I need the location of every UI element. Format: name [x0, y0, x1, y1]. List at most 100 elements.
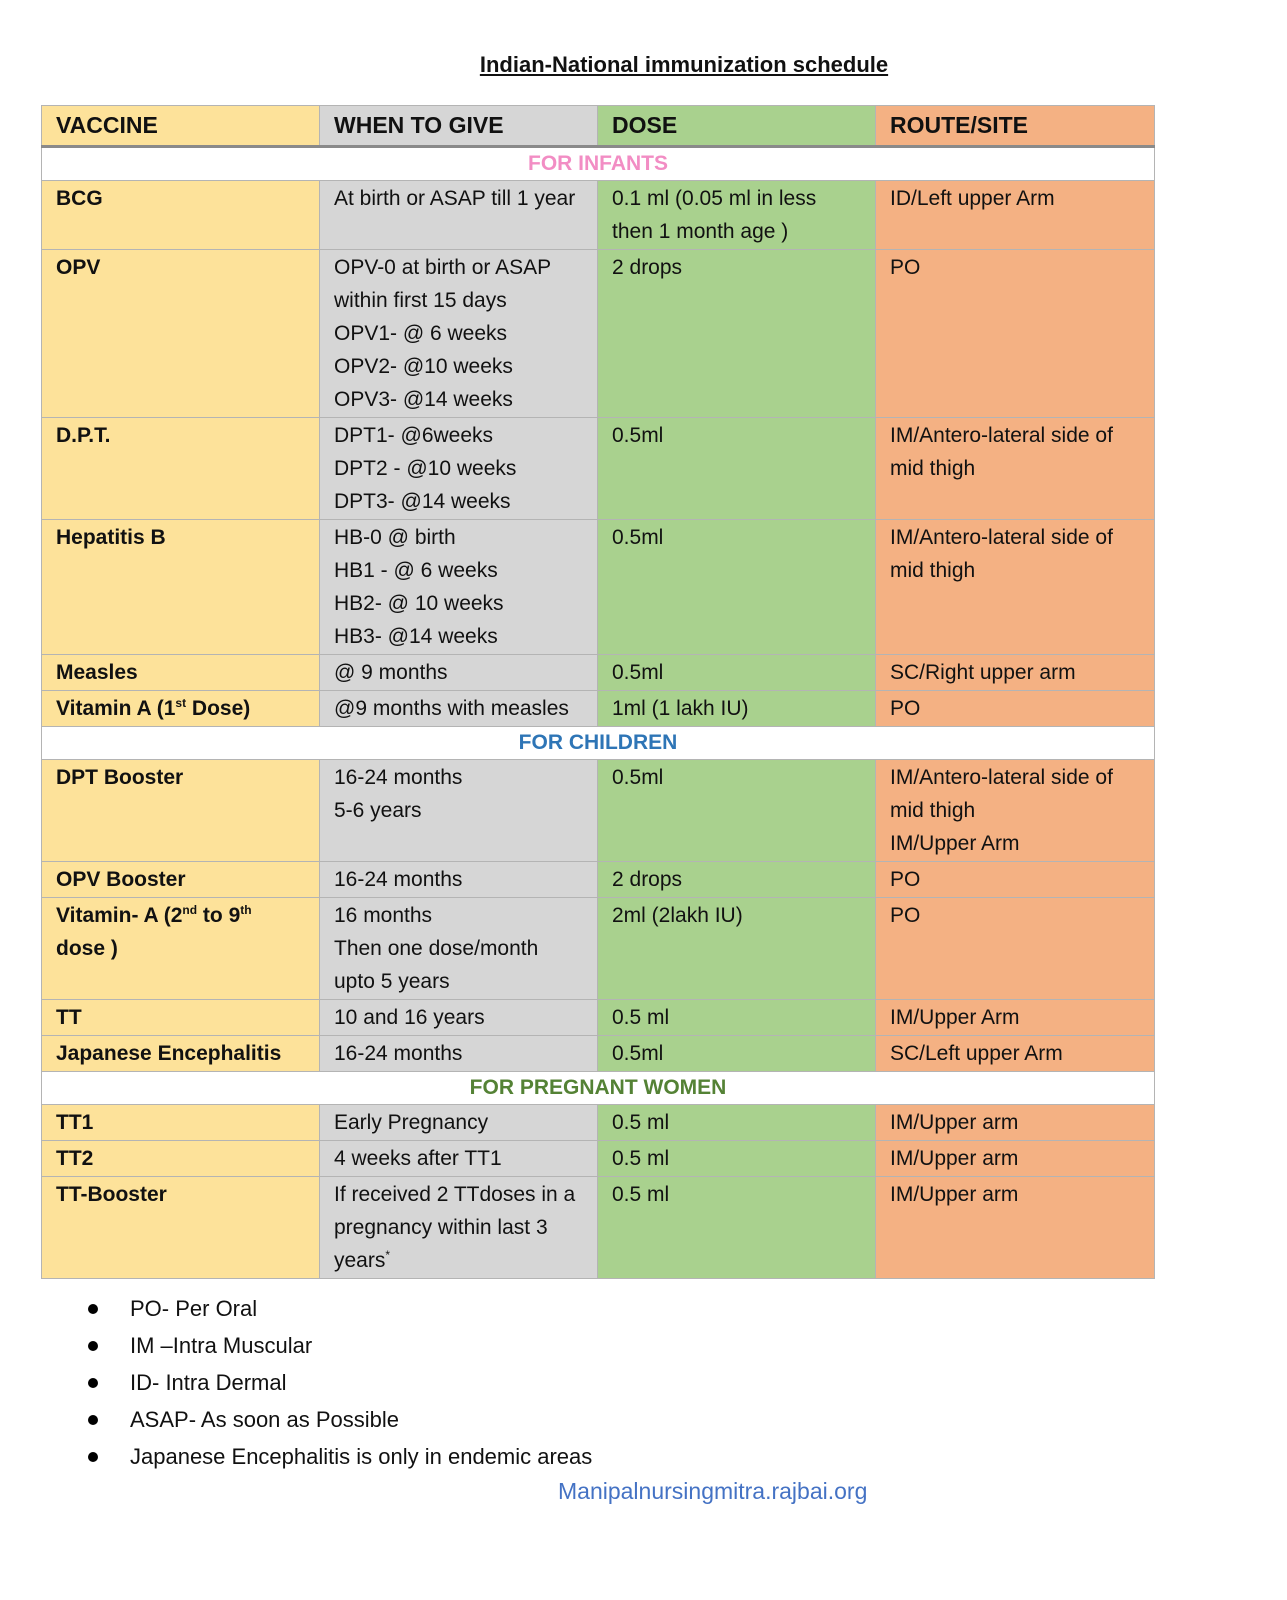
cell-line: IM/Antero-lateral side of mid thigh	[890, 424, 1113, 480]
cell-line: 16-24 months	[334, 766, 463, 789]
cell-route: IM/Upper arm	[875, 1104, 1155, 1141]
text-segment: to 9	[197, 904, 241, 927]
cell-line: 0.5ml	[612, 424, 664, 447]
table-row: BCG At birth or ASAP till 1 year 0.1 ml (0…	[41, 180, 1155, 250]
cell-line: Hepatitis B	[56, 526, 166, 549]
cell-line: PO	[890, 697, 921, 720]
cell-line: HB-0 @ birth	[334, 526, 456, 549]
table-row: D.P.T. DPT1- @6weeks DPT2 - @10 weeks DPT3-…	[41, 417, 1155, 520]
cell-route: PO	[875, 861, 1155, 898]
cell-dose: 0.5 ml	[597, 1176, 876, 1279]
cell-route: IM/Upper arm	[875, 1176, 1155, 1279]
cell-line: 2 drops	[612, 256, 683, 279]
section-label: FOR CHILDREN	[41, 726, 1155, 760]
cell-line: @9 months with measles	[334, 697, 569, 720]
cell-line: IM/Upper arm	[890, 1183, 1019, 1206]
cell-when: DPT1- @6weeks DPT2 - @10 weeks DPT3- @14 w…	[319, 417, 598, 520]
column-header: ROUTE/SITE	[875, 105, 1155, 148]
cell-line: Early Pregnancy	[334, 1111, 489, 1134]
table-row: OPV OPV-0 at birth or ASAP within first 1…	[41, 249, 1155, 418]
cell-line: DPT Booster	[56, 766, 184, 789]
cell-line: TT1	[56, 1111, 94, 1134]
cell-route: SC/Right upper arm	[875, 654, 1155, 691]
note-item: ASAP- As soon as Possible	[88, 1403, 592, 1440]
section-row: FOR INFANTS	[41, 146, 1155, 181]
cell-line: DPT3- @14 weeks	[334, 490, 511, 513]
text-segment: Vitamin A (1	[56, 697, 176, 720]
cell-line: IM/Upper Arm	[890, 1006, 1020, 1029]
cell-line: Measles	[56, 661, 138, 684]
cell-line: ID/Left upper Arm	[890, 187, 1055, 210]
cell-line: 0.5ml	[612, 766, 664, 789]
cell-line: OPV-0 at birth or ASAP within first 15 d…	[334, 256, 551, 312]
superscript: *	[385, 1248, 391, 1262]
cell-route: ID/Left upper Arm	[875, 180, 1155, 250]
table-body: FOR INFANTS BCG At birth or ASAP till 1 ye…	[41, 146, 1155, 1279]
cell-when: 10 and 16 years	[319, 999, 598, 1036]
cell-line: HB3- @14 weeks	[334, 625, 498, 648]
table-row: TT1 Early Pregnancy 0.5 ml IM/Upper arm	[41, 1104, 1155, 1141]
cell-vaccine: TT	[41, 999, 320, 1036]
cell-vaccine: D.P.T.	[41, 417, 320, 520]
cell-route: IM/Antero-lateral side of mid thigh	[875, 417, 1155, 520]
text-segment: Dose)	[186, 697, 251, 720]
cell-line: Vitamin A (1st Dose)	[56, 692, 305, 725]
cell-line: SC/Right upper arm	[890, 661, 1076, 684]
note-item: IM –Intra Muscular	[88, 1329, 592, 1366]
cell-line: PO	[890, 256, 921, 279]
section-row: FOR PREGNANT WOMEN	[41, 1071, 1155, 1105]
cell-dose: 1ml (1 lakh IU)	[597, 690, 876, 727]
cell-line: HB1 - @ 6 weeks	[334, 559, 498, 582]
cell-line: @ 9 months	[334, 661, 448, 684]
table-row: DPT Booster 16-24 months 5-6 years 0.5ml IM/…	[41, 759, 1155, 862]
cell-line: 5-6 years	[334, 799, 422, 822]
cell-dose: 0.5ml	[597, 417, 876, 520]
superscript: st	[175, 696, 187, 710]
cell-line: OPV1- @ 6 weeks	[334, 322, 508, 345]
table-row: OPV Booster 16-24 months 2 drops PO	[41, 861, 1155, 898]
cell-route: SC/Left upper Arm	[875, 1035, 1155, 1072]
cell-when: 16 months Then one dose/month upto 5 year…	[319, 897, 598, 1000]
note-item: ID- Intra Dermal	[88, 1366, 592, 1403]
text-segment: If received 2 TTdoses in a pregnancy wit…	[334, 1183, 576, 1272]
cell-vaccine: TT-Booster	[41, 1176, 320, 1279]
text-segment: dose )	[56, 937, 118, 960]
cell-line: DPT1- @6weeks	[334, 424, 494, 447]
cell-line: At birth or ASAP till 1 year	[334, 187, 576, 210]
cell-when: HB-0 @ birth HB1 - @ 6 weeks HB2- @ 10 wee…	[319, 519, 598, 655]
cell-vaccine: OPV Booster	[41, 861, 320, 898]
cell-when: @9 months with measles	[319, 690, 598, 727]
cell-vaccine: Measles	[41, 654, 320, 691]
note-item: PO- Per Oral	[88, 1292, 592, 1329]
note-item: Japanese Encephalitis is only in endemic…	[88, 1440, 592, 1477]
cell-line: Vitamin- A (2nd to 9th dose )	[56, 899, 305, 965]
cell-vaccine: Hepatitis B	[41, 519, 320, 655]
table-row: Measles @ 9 months 0.5ml SC/Right upper arm	[41, 654, 1155, 691]
cell-line: 0.5ml	[612, 661, 664, 684]
table-row: Japanese Encephalitis 16-24 months 0.5ml SC…	[41, 1035, 1155, 1072]
cell-vaccine: Vitamin- A (2nd to 9th dose )	[41, 897, 320, 1000]
cell-when: If received 2 TTdoses in a pregnancy wit…	[319, 1176, 598, 1279]
cell-dose: 0.5 ml	[597, 1104, 876, 1141]
cell-line: OPV Booster	[56, 868, 186, 891]
footer-link-text: Manipalnursingmitra.rajbai.org	[558, 1478, 868, 1504]
cell-when: 16-24 months	[319, 861, 598, 898]
cell-dose: 2ml (2lakh IU)	[597, 897, 876, 1000]
cell-line: 0.5ml	[612, 526, 664, 549]
section-row: FOR CHILDREN	[41, 726, 1155, 760]
table-row: Hepatitis B HB-0 @ birth HB1 - @ 6 weeks HB…	[41, 519, 1155, 655]
table-row: Vitamin A (1st Dose) @9 months with measl…	[41, 690, 1155, 727]
cell-vaccine: TT1	[41, 1104, 320, 1141]
cell-line: BCG	[56, 187, 103, 210]
cell-route: PO	[875, 897, 1155, 1000]
document-title: Indian-National immunization schedule	[479, 52, 889, 77]
cell-line: 16 months	[334, 904, 433, 927]
cell-line: IM/Upper arm	[890, 1111, 1019, 1134]
cell-dose: 0.5ml	[597, 1035, 876, 1072]
cell-line: IM/Antero-lateral side of mid thigh	[890, 766, 1113, 822]
cell-line: HB2- @ 10 weeks	[334, 592, 504, 615]
cell-when: OPV-0 at birth or ASAP within first 15 d…	[319, 249, 598, 418]
table-row: TT-Booster If received 2 TTdoses in a pre…	[41, 1176, 1155, 1279]
cell-dose: 2 drops	[597, 861, 876, 898]
